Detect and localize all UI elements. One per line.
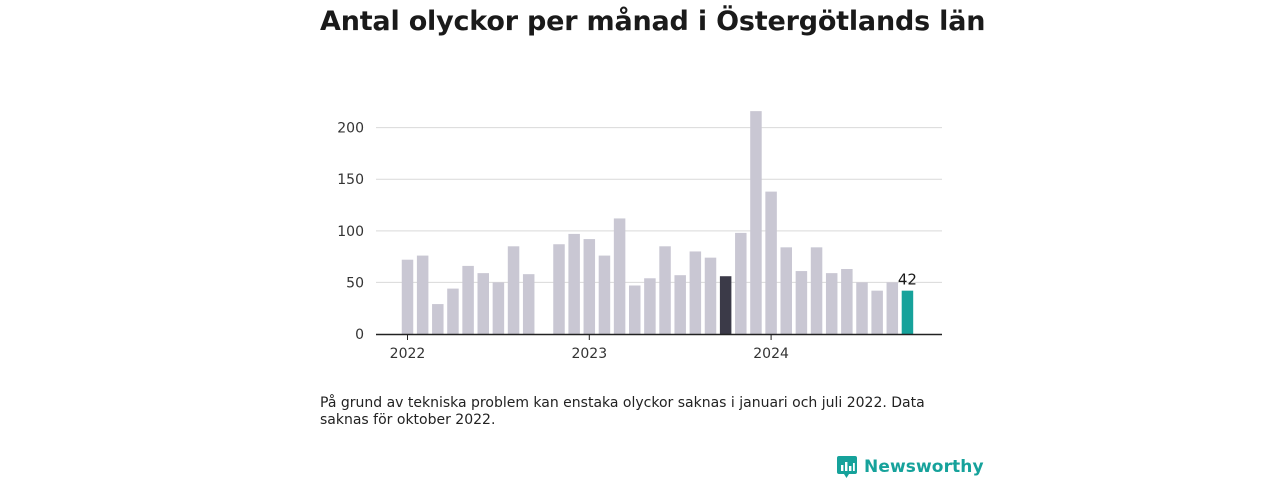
bar <box>568 233 580 334</box>
x-tick-label: 2024 <box>753 346 789 362</box>
chart-title: Antal olyckor per månad i Östergötlands … <box>320 6 986 37</box>
bar <box>598 255 611 334</box>
bar <box>432 304 444 334</box>
bar <box>841 268 853 334</box>
bar <box>765 191 777 334</box>
x-tick-label: 2022 <box>390 346 426 362</box>
bar <box>583 239 596 334</box>
bar <box>901 290 914 334</box>
bar <box>719 276 732 334</box>
bar <box>659 246 671 334</box>
bar <box>507 246 520 334</box>
bar <box>810 247 823 334</box>
x-axis: 2022 2023 2024 <box>376 333 942 362</box>
bar <box>750 111 762 334</box>
y-tick-label: 200 <box>337 121 364 137</box>
bar <box>401 259 414 334</box>
bar <box>674 275 686 334</box>
bar <box>795 271 808 334</box>
y-tick-label: 100 <box>337 224 364 240</box>
bar <box>553 244 565 334</box>
bar <box>704 257 717 334</box>
bar <box>735 232 747 334</box>
bar <box>825 273 838 334</box>
bar <box>522 274 535 334</box>
bar <box>613 218 626 334</box>
y-tick-label: 50 <box>346 275 364 291</box>
newsworthy-logo-icon <box>837 456 857 478</box>
x-tick-label: 2023 <box>571 346 607 362</box>
bar <box>886 282 899 334</box>
bar <box>492 282 505 334</box>
y-axis-ticks: 0 50 100 150 200 <box>337 121 364 343</box>
bar <box>644 278 656 334</box>
footnote: På grund av tekniska problem kan enstaka… <box>320 395 925 428</box>
bar <box>856 282 868 334</box>
bar <box>629 285 641 334</box>
bar <box>689 251 702 334</box>
bar <box>462 265 474 334</box>
annotations: 42 <box>898 271 917 289</box>
bars <box>401 111 914 334</box>
y-tick-label: 150 <box>337 172 364 188</box>
bar <box>871 290 883 334</box>
y-tick-label: 0 <box>355 327 364 343</box>
bar <box>477 273 489 334</box>
brand-logo: Newsworthy <box>836 455 984 479</box>
bar <box>447 288 459 334</box>
brand-name: Newsworthy <box>864 457 984 477</box>
bar <box>780 247 792 334</box>
data-label: 42 <box>898 271 917 289</box>
gridlines <box>376 127 942 283</box>
bar <box>416 255 429 334</box>
